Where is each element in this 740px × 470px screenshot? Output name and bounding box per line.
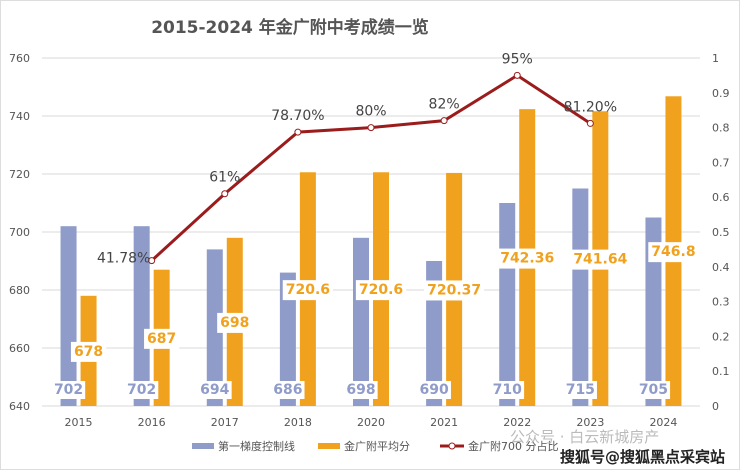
y-tick-label: 700 xyxy=(9,226,30,239)
data-label-bg xyxy=(51,381,86,399)
data-label-control: 705 xyxy=(639,382,668,398)
data-label-ratio: 80% xyxy=(355,104,386,120)
legend-label: 第一梯度控制线 xyxy=(218,439,295,453)
y2-tick-label: 0 xyxy=(712,400,719,413)
data-label-average: 720.37 xyxy=(427,282,481,298)
line-point xyxy=(586,119,594,127)
y2-tick-label: 0.5 xyxy=(712,226,730,239)
legend-label: 金广附平均分 xyxy=(344,439,410,453)
x-tick-label: 2022 xyxy=(503,416,531,429)
data-label-ratio: 41.78% xyxy=(97,251,150,267)
legend-swatch-control xyxy=(192,443,214,449)
data-label-control: 715 xyxy=(566,382,595,398)
y2-tick-label: 0.9 xyxy=(712,87,730,100)
data-label-control: 694 xyxy=(200,382,229,398)
data-label-average: 720.6 xyxy=(286,282,330,298)
data-label-bg xyxy=(417,381,451,399)
y-tick-label: 720 xyxy=(9,168,30,181)
data-label-bg xyxy=(70,341,107,362)
data-label-average: 687 xyxy=(147,331,176,347)
bar-control-line xyxy=(572,188,589,406)
legend-marker xyxy=(448,442,456,450)
data-label-control: 686 xyxy=(273,382,302,398)
legend: 第一梯度控制线 金广附平均分 金广附700 分占比 xyxy=(192,439,559,453)
data-label-bg xyxy=(344,381,378,399)
x-tick-label: 2017 xyxy=(211,416,239,429)
chart-title: 2015-2024 年金广附中考成绩一览 xyxy=(151,17,429,38)
line-point xyxy=(367,124,375,132)
y2-tick-label: 0.2 xyxy=(712,330,730,343)
data-label-ratio: 81.20% xyxy=(564,99,617,115)
x-tick-label: 2020 xyxy=(357,416,385,429)
watermark-text: 公众号 · 白云新城房产 xyxy=(510,428,659,446)
data-label-bg xyxy=(490,381,525,399)
legend-label: 金广附700 分占比 xyxy=(468,439,559,453)
y2-tick-label: 0.4 xyxy=(712,261,730,274)
y2-tick-label: 0.6 xyxy=(712,191,730,204)
y2-tick-label: 0.1 xyxy=(712,365,730,378)
y-tick-label: 760 xyxy=(9,52,30,65)
data-label-bg xyxy=(217,312,253,333)
data-label-bg xyxy=(570,249,631,270)
y2-tick-label: 1 xyxy=(712,52,719,65)
bar-control-line xyxy=(353,237,369,406)
y2-tick-label: 0.3 xyxy=(712,296,730,309)
x-tick-label: 2015 xyxy=(65,416,93,429)
data-label-control: 702 xyxy=(127,382,156,398)
data-label-bg xyxy=(497,248,558,269)
data-label-bg xyxy=(144,328,180,349)
y-tick-label: 680 xyxy=(9,284,30,297)
data-label-bg xyxy=(648,242,699,263)
bar-control-line xyxy=(60,226,77,406)
data-label-average: 678 xyxy=(74,344,103,360)
data-label-bg xyxy=(282,280,334,301)
y-tick-label: 640 xyxy=(9,400,30,413)
y-tick-label: 740 xyxy=(9,110,30,123)
y2-tick-label: 0.7 xyxy=(712,156,730,169)
data-label-bg xyxy=(355,280,407,301)
x-tick-label: 2024 xyxy=(649,416,677,429)
y2-tick-label: 0.8 xyxy=(712,122,730,135)
data-label-average: 698 xyxy=(220,315,249,331)
data-label-bg xyxy=(563,381,597,399)
bar-control-line xyxy=(645,217,662,406)
data-label-bg xyxy=(198,381,232,399)
line-point xyxy=(221,190,229,198)
bar-control-line xyxy=(499,203,516,406)
data-label-control: 702 xyxy=(54,382,83,398)
data-label-control: 710 xyxy=(493,382,522,398)
data-label-bg xyxy=(636,381,671,399)
x-tick-label: 2023 xyxy=(576,416,604,429)
bar-control-line xyxy=(206,249,223,406)
line-point xyxy=(294,128,302,136)
bar-control-line xyxy=(133,226,150,406)
x-tick-label: 2016 xyxy=(138,416,166,429)
data-label-average: 742.36 xyxy=(500,251,554,267)
line-point xyxy=(148,257,156,265)
data-label-average: 746.8 xyxy=(651,244,695,260)
line-point xyxy=(513,71,521,79)
data-label-average: 741.64 xyxy=(573,252,627,268)
y-tick-label: 660 xyxy=(9,342,30,355)
data-label-bg xyxy=(125,381,159,399)
x-tick-label: 2018 xyxy=(284,416,312,429)
data-label-control: 698 xyxy=(346,382,375,398)
data-label-ratio: 61% xyxy=(209,170,240,186)
bar-control-line xyxy=(279,272,296,406)
data-label-bg xyxy=(271,381,305,399)
watermark-text-2: 搜狐号@搜狐黑点采宾站 xyxy=(560,448,725,466)
data-label-ratio: 82% xyxy=(429,97,460,113)
x-tick-label: 2021 xyxy=(430,416,458,429)
legend-swatch-average xyxy=(318,443,340,449)
data-label-bg xyxy=(424,280,485,301)
data-label-control: 690 xyxy=(419,382,448,398)
line-point xyxy=(440,117,448,125)
data-label-average: 720.6 xyxy=(359,282,403,298)
data-label-ratio: 78.70% xyxy=(271,108,324,124)
data-label-ratio: 95% xyxy=(502,51,533,67)
